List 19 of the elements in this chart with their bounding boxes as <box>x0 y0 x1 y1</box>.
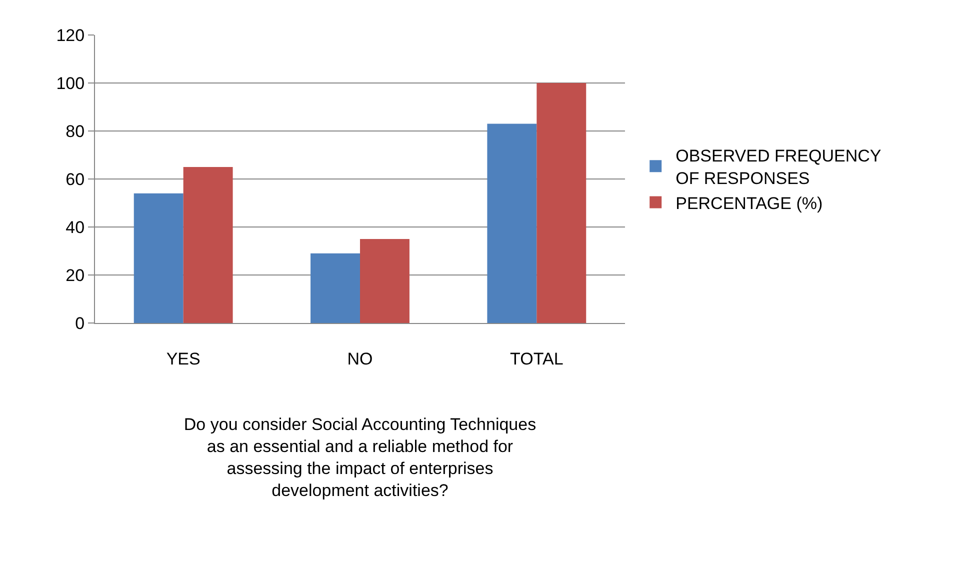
bar <box>360 239 410 323</box>
y-tick-label: 0 <box>75 314 85 333</box>
bar <box>310 253 360 323</box>
x-tick-label: NO <box>347 349 373 368</box>
y-tick-label: 120 <box>56 26 85 45</box>
legend-label: PERCENTAGE (%) <box>676 194 823 213</box>
y-tick-label: 20 <box>66 266 85 285</box>
bar <box>487 124 537 323</box>
x-axis-title: Do you consider Social Accounting Techniques as an essential and a reliable method for assessing the impact of enterprises development activities? <box>184 414 536 500</box>
x-tick-label: TOTAL <box>510 349 564 368</box>
y-tick-label: 60 <box>66 170 85 189</box>
bar <box>183 167 233 323</box>
y-tick-label: 100 <box>56 74 85 93</box>
legend-label: OBSERVED FREQUENCY OF RESPONSES <box>676 146 882 188</box>
y-tick-label: 40 <box>66 218 85 237</box>
bar <box>536 83 586 323</box>
y-tick-label: 80 <box>66 122 85 141</box>
bar <box>134 193 184 323</box>
x-tick-label: YES <box>166 349 200 368</box>
